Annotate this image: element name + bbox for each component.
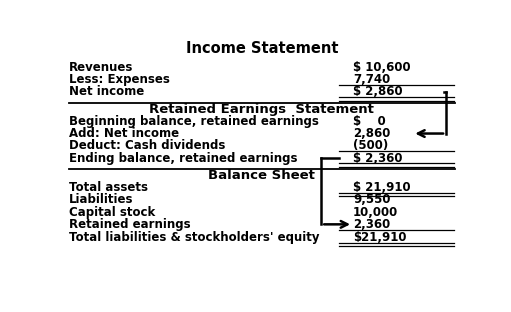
Text: $ 10,600: $ 10,600 <box>353 61 411 74</box>
Text: Less: Expenses: Less: Expenses <box>68 73 170 86</box>
Text: Ending balance, retained earnings: Ending balance, retained earnings <box>68 152 297 164</box>
Text: Add: Net income: Add: Net income <box>68 127 179 140</box>
Text: (500): (500) <box>353 139 388 152</box>
Text: Income Statement: Income Statement <box>185 41 338 56</box>
Text: Retained Earnings  Statement: Retained Earnings Statement <box>149 103 375 116</box>
Text: Balance Sheet: Balance Sheet <box>208 169 315 182</box>
Text: $ 21,910: $ 21,910 <box>353 181 411 194</box>
Text: $ 2,360: $ 2,360 <box>353 152 403 164</box>
Text: Total liabilities & stockholders' equity: Total liabilities & stockholders' equity <box>68 231 319 244</box>
Text: 10,000: 10,000 <box>353 206 398 219</box>
Text: $    0: $ 0 <box>353 115 386 128</box>
Text: $21,910: $21,910 <box>353 231 406 244</box>
Text: 2,860: 2,860 <box>353 127 390 140</box>
Text: Capital stock: Capital stock <box>68 206 155 219</box>
Text: Total assets: Total assets <box>68 181 148 194</box>
Text: Liabilities: Liabilities <box>68 193 133 206</box>
Text: Beginning balance, retained earnings: Beginning balance, retained earnings <box>68 115 318 128</box>
Text: Deduct: Cash dividends: Deduct: Cash dividends <box>68 139 225 152</box>
Text: 9,550: 9,550 <box>353 193 390 206</box>
Text: Revenues: Revenues <box>68 61 133 74</box>
Text: 2,360: 2,360 <box>353 218 390 231</box>
Text: Retained earnings: Retained earnings <box>68 218 190 231</box>
Text: 7,740: 7,740 <box>353 73 390 86</box>
Text: $ 2,860: $ 2,860 <box>353 85 403 99</box>
Text: Net income: Net income <box>68 85 144 99</box>
